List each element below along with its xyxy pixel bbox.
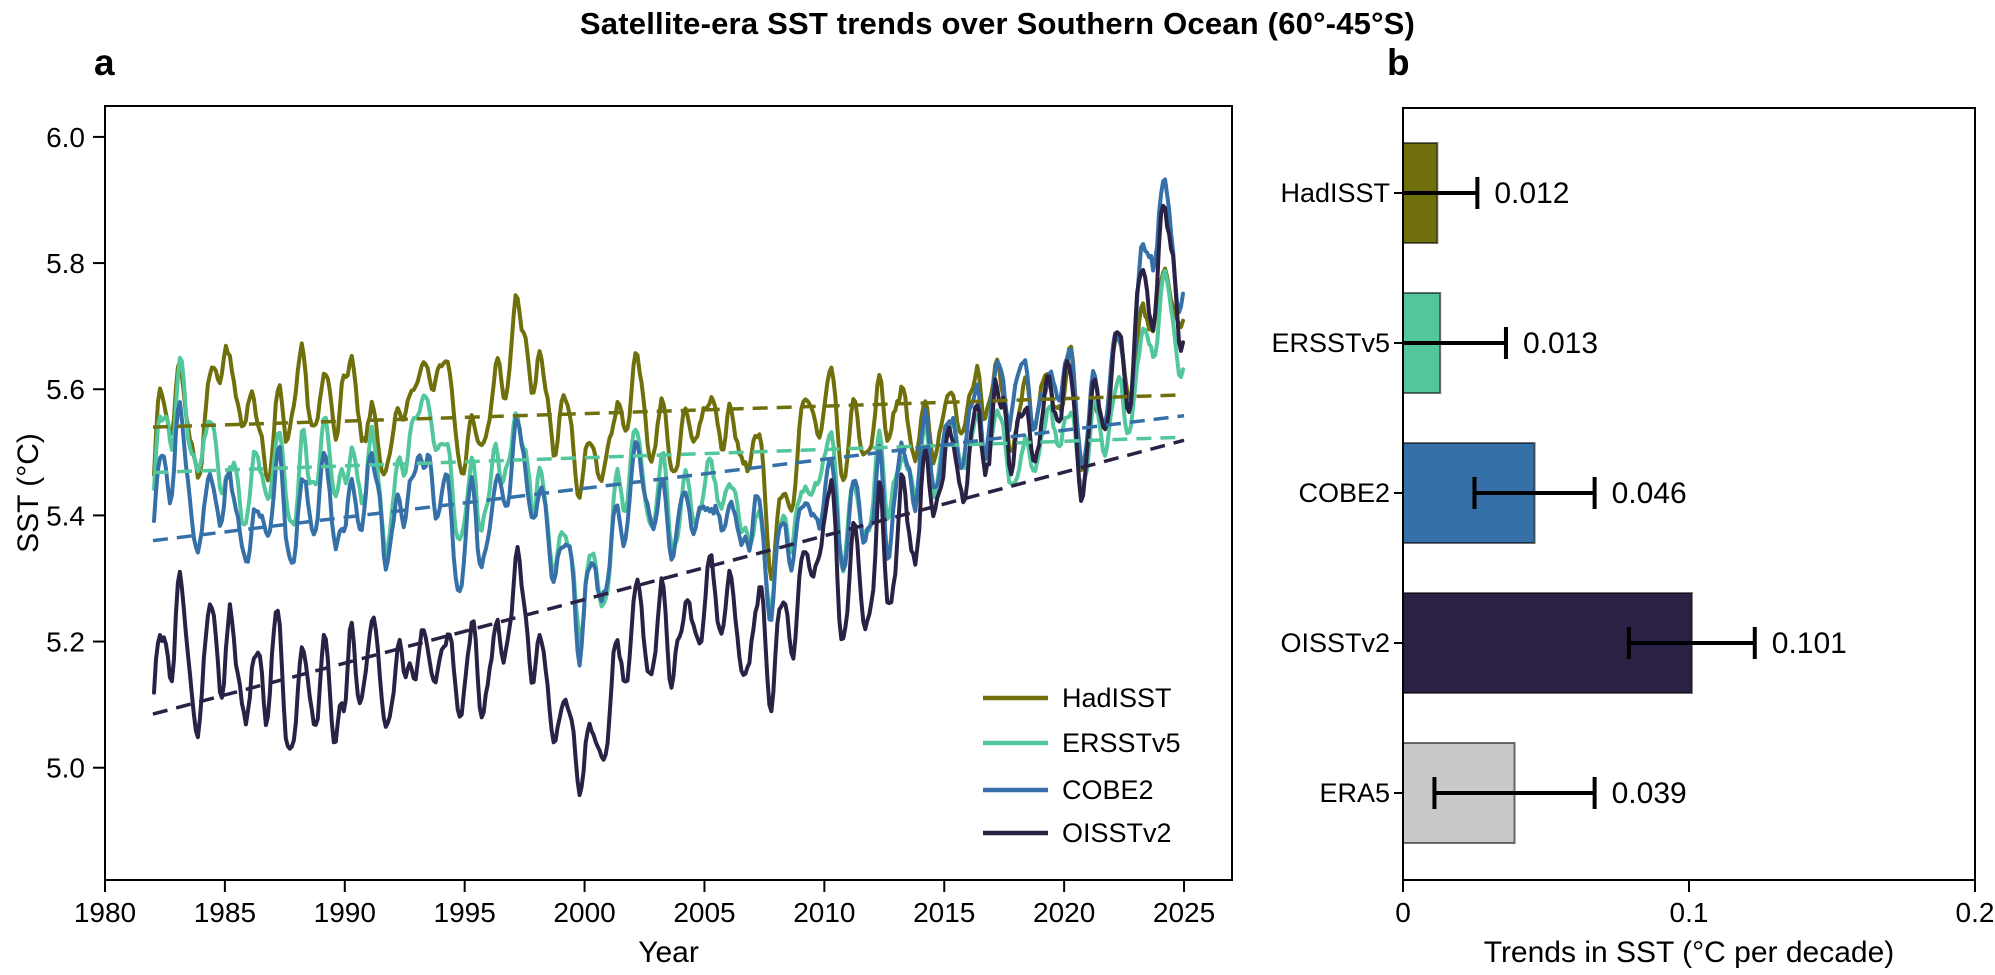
panel-a-yaxis-title: SST (°C) — [12, 433, 45, 553]
panel-a-frame — [104, 105, 1233, 881]
panel-b-xaxis-title: Trends in SST (°C per decade) — [1484, 936, 1895, 969]
category-label-ERSSTv5: ERSSTv5 — [1271, 328, 1390, 358]
error-bar-ERA5 — [1432, 777, 1597, 809]
bar-value-label-HadISST: 0.012 — [1494, 177, 1569, 210]
panel-a-xtick-label: 2010 — [793, 897, 855, 928]
panel-a-xtick-label: 1995 — [434, 897, 496, 928]
panel-a-label: a — [94, 42, 115, 83]
category-label-HadISST: HadISST — [1280, 178, 1390, 208]
panel-b-xtick-label: 0.1 — [1670, 897, 1709, 928]
panel-a-xtick-label: 2025 — [1153, 897, 1215, 928]
panel-a-xtick-label: 1990 — [314, 897, 376, 928]
bar-value-label-ERSSTv5: 0.013 — [1523, 327, 1598, 360]
panel-a-ytick-label: 5.2 — [46, 627, 85, 658]
category-label-COBE2: COBE2 — [1298, 478, 1390, 508]
panel-a-xaxis-title: Year — [638, 936, 699, 969]
panel-a-legend: HadISST ERSSTv5 COBE2 OISSTv2 — [983, 683, 1181, 848]
category-label-OISSTv2: OISSTv2 — [1280, 628, 1390, 658]
panel-a-ytick-label: 5.0 — [46, 753, 85, 784]
panel-a-xtick-label: 2015 — [913, 897, 975, 928]
timeseries-line-HadISST — [152, 266, 1185, 582]
bar-value-label-OISSTv2: 0.101 — [1772, 627, 1847, 660]
error-bar-ERSSTv5 — [1404, 327, 1508, 359]
bar-value-label-COBE2: 0.046 — [1612, 477, 1687, 510]
legend-label-OISSTv2: OISSTv2 — [1062, 818, 1172, 848]
legend-label-HadISST: HadISST — [1062, 683, 1172, 713]
error-bar-COBE2 — [1472, 477, 1597, 509]
timeseries-line-COBE2 — [152, 177, 1185, 668]
panel-a-ytick-label: 6.0 — [46, 122, 85, 153]
legend-label-ERSSTv5: ERSSTv5 — [1062, 728, 1181, 758]
panel-b-axes: 0 0.1 0.2 HadISST 0.012 ERSSTv5 0.013 COBE2 0.04… — [1271, 107, 1995, 969]
timeseries-layer — [152, 177, 1185, 798]
trend-line-OISSTv2 — [152, 438, 1185, 716]
errorbar-layer — [1404, 177, 1757, 809]
category-label-ERA5: ERA5 — [1319, 778, 1390, 808]
error-bar-OISSTv2 — [1626, 627, 1757, 659]
panel-b-xtick-label: 0.2 — [1956, 897, 1995, 928]
panel-a-ytick-label: 5.8 — [46, 248, 85, 279]
trend-line-COBE2 — [152, 413, 1185, 543]
trend-line-HadISST — [152, 393, 1185, 429]
error-bar-HadISST — [1404, 177, 1480, 209]
figure-title: Satellite-era SST trends over Southern O… — [579, 6, 1416, 41]
legend-label-COBE2: COBE2 — [1062, 775, 1154, 805]
bar-value-label-ERA5: 0.039 — [1612, 777, 1687, 810]
timeseries-line-OISSTv2 — [152, 203, 1185, 798]
panel-a-ytick-label: 5.4 — [46, 500, 85, 531]
trend-line-ERSSTv5 — [152, 435, 1185, 475]
panel-a-xtick-label: 2000 — [553, 897, 615, 928]
panel-a-axes: 1980 1985 1990 1995 2000 2005 2010 2015 2020 2025… — [12, 105, 1233, 969]
panel-a-xtick-label: 2005 — [673, 897, 735, 928]
panel-b-xtick-label: 0 — [1395, 897, 1411, 928]
panel-b-label: b — [1387, 42, 1410, 83]
panel-a-xtick-label: 2020 — [1033, 897, 1095, 928]
panel-a-xtick-label: 1980 — [74, 897, 136, 928]
panel-a-xtick-label: 1985 — [194, 897, 256, 928]
panel-a-ytick-label: 5.6 — [46, 374, 85, 405]
